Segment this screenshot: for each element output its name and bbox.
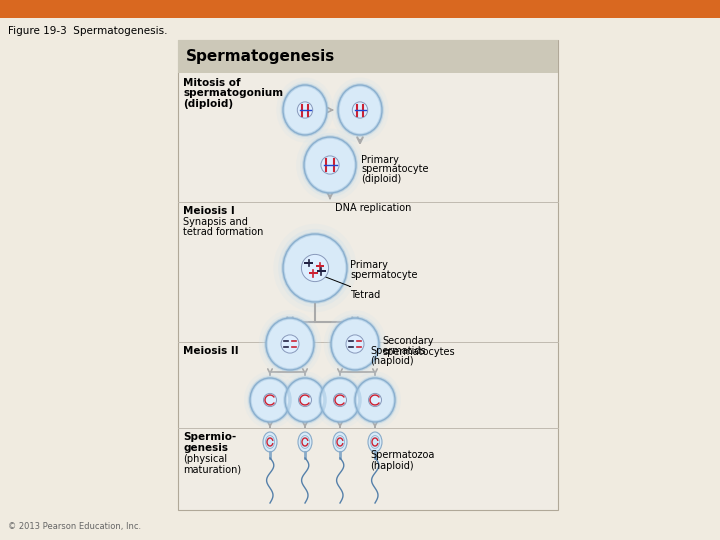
Ellipse shape [352, 102, 368, 118]
Ellipse shape [247, 375, 293, 426]
Ellipse shape [304, 137, 356, 193]
Ellipse shape [250, 378, 290, 422]
Ellipse shape [285, 378, 325, 422]
Text: Meiosis I: Meiosis I [183, 206, 235, 216]
Ellipse shape [262, 314, 318, 374]
Ellipse shape [285, 378, 325, 422]
Ellipse shape [283, 85, 327, 135]
Text: spermatogonium: spermatogonium [183, 88, 283, 98]
Text: Primary: Primary [361, 155, 399, 165]
Ellipse shape [335, 81, 385, 139]
Ellipse shape [297, 102, 312, 118]
Ellipse shape [321, 156, 339, 174]
Ellipse shape [338, 85, 382, 135]
Ellipse shape [298, 432, 312, 452]
Text: genesis: genesis [183, 443, 228, 453]
Ellipse shape [279, 81, 330, 139]
Ellipse shape [355, 378, 395, 422]
Ellipse shape [244, 372, 296, 429]
Ellipse shape [320, 378, 360, 422]
Text: © 2013 Pearson Education, Inc.: © 2013 Pearson Education, Inc. [8, 522, 141, 531]
Ellipse shape [302, 254, 328, 281]
Ellipse shape [369, 394, 382, 407]
Text: maturation): maturation) [183, 464, 241, 474]
Ellipse shape [278, 229, 352, 307]
FancyBboxPatch shape [178, 40, 558, 73]
Text: DNA replication: DNA replication [335, 203, 411, 213]
Ellipse shape [274, 224, 356, 312]
Text: Meiosis II: Meiosis II [183, 346, 238, 356]
Ellipse shape [368, 432, 382, 452]
Ellipse shape [331, 318, 379, 370]
Text: (physical: (physical [183, 454, 227, 464]
Text: (diploid): (diploid) [361, 174, 401, 184]
Ellipse shape [328, 314, 382, 374]
FancyBboxPatch shape [178, 40, 558, 510]
Ellipse shape [276, 78, 333, 143]
Ellipse shape [283, 234, 347, 302]
Text: Spermatozoa: Spermatozoa [370, 450, 434, 460]
Ellipse shape [324, 310, 386, 378]
Ellipse shape [266, 435, 274, 449]
Ellipse shape [314, 372, 366, 429]
Ellipse shape [281, 335, 299, 353]
Ellipse shape [304, 137, 356, 193]
Text: spermatocyte: spermatocyte [361, 164, 428, 174]
Ellipse shape [331, 318, 379, 370]
Text: (diploid): (diploid) [183, 99, 233, 109]
Ellipse shape [296, 129, 364, 201]
Ellipse shape [333, 432, 347, 452]
Text: spermatocytes: spermatocytes [382, 347, 454, 357]
Text: Tetrad: Tetrad [350, 290, 380, 300]
Ellipse shape [333, 394, 346, 407]
Ellipse shape [349, 372, 401, 429]
Text: (haploid): (haploid) [370, 461, 413, 471]
Text: Spermatids: Spermatids [370, 346, 426, 356]
Ellipse shape [331, 78, 389, 143]
Ellipse shape [266, 318, 314, 370]
Ellipse shape [263, 432, 277, 452]
Ellipse shape [264, 394, 276, 407]
Text: Secondary: Secondary [382, 336, 433, 346]
Text: Figure 19-3  Spermatogenesis.: Figure 19-3 Spermatogenesis. [8, 26, 168, 36]
Text: Spermatogenesis: Spermatogenesis [186, 49, 336, 64]
Text: Spermio-: Spermio- [183, 432, 236, 442]
Text: (haploid): (haploid) [370, 356, 413, 366]
Ellipse shape [300, 133, 360, 197]
FancyBboxPatch shape [0, 18, 720, 540]
Ellipse shape [320, 378, 360, 422]
Text: Primary: Primary [350, 260, 388, 270]
Ellipse shape [371, 435, 379, 449]
Text: spermatocyte: spermatocyte [350, 270, 418, 280]
Ellipse shape [352, 375, 398, 426]
FancyBboxPatch shape [0, 0, 720, 18]
Ellipse shape [300, 435, 310, 449]
Ellipse shape [283, 234, 347, 302]
Ellipse shape [282, 375, 328, 426]
Ellipse shape [338, 85, 382, 135]
Ellipse shape [317, 375, 363, 426]
Ellipse shape [279, 372, 331, 429]
Ellipse shape [346, 335, 364, 353]
Ellipse shape [355, 378, 395, 422]
Ellipse shape [258, 310, 321, 378]
Ellipse shape [283, 85, 327, 135]
Ellipse shape [250, 378, 290, 422]
Text: Mitosis of: Mitosis of [183, 78, 240, 88]
Ellipse shape [336, 435, 344, 449]
Text: Synapsis and: Synapsis and [183, 217, 248, 227]
Ellipse shape [299, 394, 312, 407]
Text: tetrad formation: tetrad formation [183, 227, 264, 237]
Ellipse shape [266, 318, 314, 370]
